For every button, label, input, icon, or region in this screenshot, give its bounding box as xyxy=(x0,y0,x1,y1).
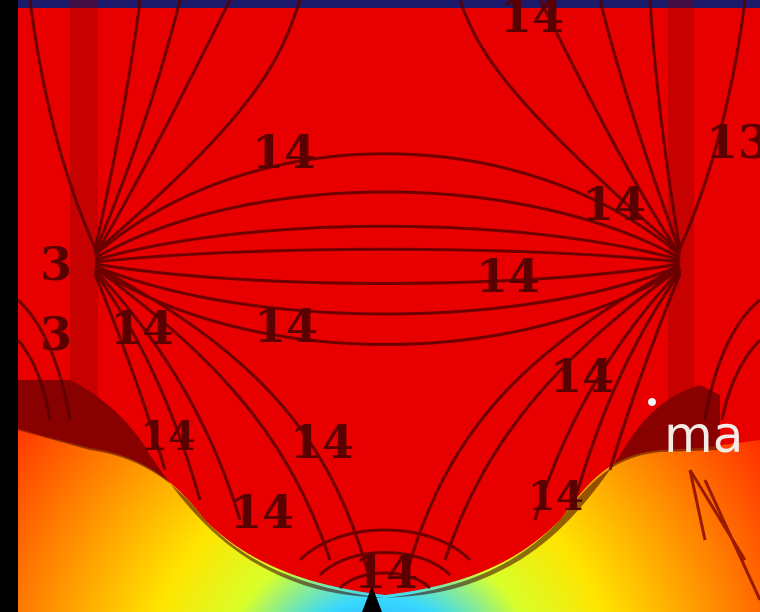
contour-label: 13 xyxy=(706,115,760,169)
left-margin xyxy=(0,0,18,612)
marker-dot xyxy=(648,398,656,406)
annotation-label: ma xyxy=(664,406,743,464)
contour-lines xyxy=(16,0,760,590)
contour-label: 14 xyxy=(550,349,614,403)
contour-label: 14 xyxy=(230,485,294,539)
contour-label: 14 xyxy=(290,415,354,469)
contour-label: 14 xyxy=(582,177,646,231)
contour-label: 14 xyxy=(110,301,174,355)
top-band xyxy=(18,0,760,8)
high-value-region xyxy=(18,0,760,595)
contour-labels: 14 14 14 14 14 14 14 14 14 14 14 14 13 3… xyxy=(40,0,760,599)
contour-label: 14 xyxy=(354,545,418,599)
right-vertical-band xyxy=(668,0,694,440)
contour-label: 14 xyxy=(500,0,564,43)
contour-label: 3 xyxy=(40,307,72,361)
contour-label: 14 xyxy=(252,125,316,179)
contour-label: 14 xyxy=(476,249,540,303)
contour-label: 14 xyxy=(254,299,318,353)
annotation-arrow xyxy=(688,469,760,601)
contour-label: 14 xyxy=(528,473,584,520)
contour-label: 14 xyxy=(140,413,196,460)
contour-label: 3 xyxy=(40,237,72,291)
boundary-shadow xyxy=(18,380,720,598)
bottom-marker xyxy=(362,586,382,612)
